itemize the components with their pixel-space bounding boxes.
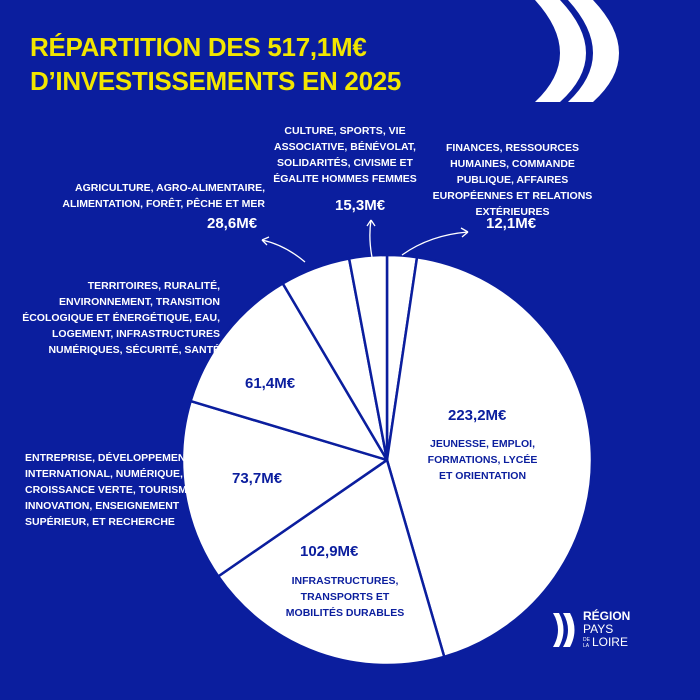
title-line-1: RÉPARTITION DES 517,1M€ <box>30 32 367 62</box>
label-jeunesse: JEUNESSE, EMPLOI, FORMATIONS, LYCÉE ET O… <box>427 438 538 482</box>
value-culture: 15,3M€ <box>335 197 386 214</box>
region-logo: RÉGION PAYS DE LA LOIRE <box>553 610 630 649</box>
logo-line-2: PAYS <box>583 622 614 636</box>
pie-slice-2 <box>216 458 446 667</box>
label-agriculture: AGRICULTURE, AGRO-ALIMENTAIRE, ALIMENTAT… <box>62 182 265 210</box>
label-infrastructures: INFRASTRUCTURES, TRANSPORTS ET MOBILITÉS… <box>285 575 405 619</box>
value-agriculture: 28,6M€ <box>207 215 258 232</box>
label-territoires: TERRITOIRES, RURALITÉ, ENVIRONNEMENT, TR… <box>22 280 220 356</box>
pie-slice-1 <box>385 255 594 659</box>
pie-slice-6 <box>347 253 389 462</box>
page-title: RÉPARTITION DES 517,1M€ D’INVESTISSEMENT… <box>30 30 401 98</box>
title-line-2: D’INVESTISSEMENTS EN 2025 <box>30 66 402 96</box>
pie-slice-4 <box>189 282 389 462</box>
logo-line-1: RÉGION <box>583 609 631 623</box>
decor-crescents <box>535 0 619 102</box>
logo-de: DE <box>583 636 590 643</box>
logo-mark-icon <box>553 612 575 647</box>
logo-la: LA <box>583 642 590 649</box>
arrow-culture <box>369 219 374 263</box>
value-territoires: 61,4M€ <box>245 375 296 392</box>
arrow-agriculture <box>261 239 306 263</box>
arrow-finances <box>401 231 469 256</box>
label-culture: CULTURE, SPORTS, VIE ASSOCIATIVE, BÉNÉVO… <box>273 125 417 185</box>
logo-line-3: LOIRE <box>591 635 628 649</box>
value-jeunesse: 223,2M€ <box>448 407 507 424</box>
label-finances: FINANCES, RESSOURCES HUMAINES, COMMANDE … <box>432 142 593 218</box>
arrows <box>261 219 469 263</box>
value-finances: 12,1M€ <box>486 215 537 232</box>
label-entreprise: ENTREPRISE, DÉVELOPPEMENT INTERNATIONAL,… <box>25 452 197 528</box>
value-entreprise: 73,7M€ <box>232 470 283 487</box>
value-infrastructures: 102,9M€ <box>300 543 359 560</box>
